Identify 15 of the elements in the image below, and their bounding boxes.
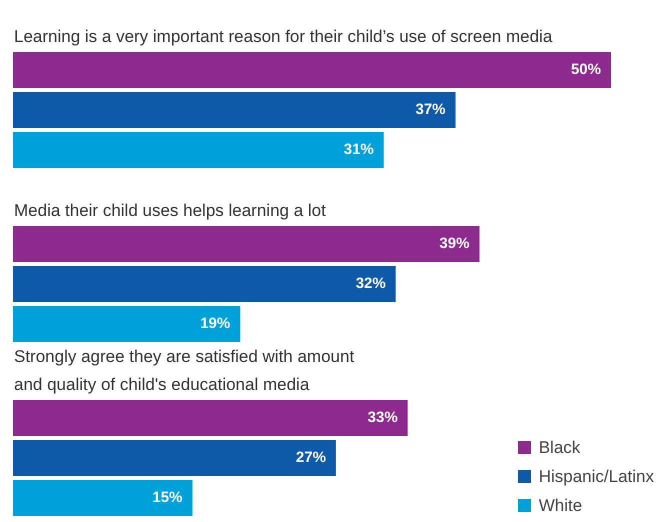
legend-label: White (538, 496, 582, 516)
data-label: 15% (152, 489, 182, 506)
data-label: 31% (344, 141, 374, 158)
y-tick-label: Media their child uses helps learning a lot (14, 201, 326, 220)
data-label: 37% (415, 101, 446, 118)
data-label: 33% (368, 409, 398, 426)
y-tick-label: Learning is a very important reason for their child’s use of screen media (14, 27, 553, 46)
data-label: 39% (439, 235, 470, 252)
data-label: 19% (200, 315, 230, 332)
y-tick-label: Strongly agree they are satisfied with amount and quality of child's educational media (14, 347, 354, 394)
data-label: 32% (356, 275, 386, 292)
data-label: 27% (296, 449, 326, 466)
legend-label: Hispanic/Latinx (538, 466, 654, 486)
legend-label: Black (538, 438, 580, 458)
data-label: 50% (570, 61, 601, 78)
